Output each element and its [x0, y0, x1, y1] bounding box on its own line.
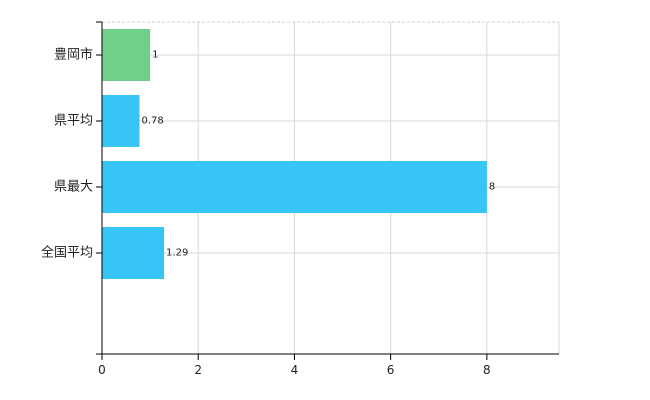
category-label: 県最大: [54, 180, 93, 195]
x-tick-label: 4: [291, 363, 299, 377]
x-tick-label: 0: [98, 363, 106, 377]
bars: [102, 29, 487, 279]
bar: [102, 227, 165, 279]
value-label: 0.78: [142, 116, 164, 127]
bar: [102, 161, 487, 213]
axes: [96, 21, 559, 360]
value-label: 8: [489, 182, 495, 193]
bar: [102, 95, 140, 147]
category-label: 全国平均: [41, 245, 93, 261]
bar: [102, 29, 151, 81]
x-tick-label: 2: [194, 363, 202, 377]
x-tick-label: 6: [387, 363, 395, 377]
value-label: 1: [152, 50, 158, 61]
x-tick-label: 8: [483, 363, 491, 377]
category-label: 県平均: [54, 114, 93, 129]
category-label: 豊岡市: [54, 47, 93, 63]
value-label: 1.29: [166, 248, 188, 259]
